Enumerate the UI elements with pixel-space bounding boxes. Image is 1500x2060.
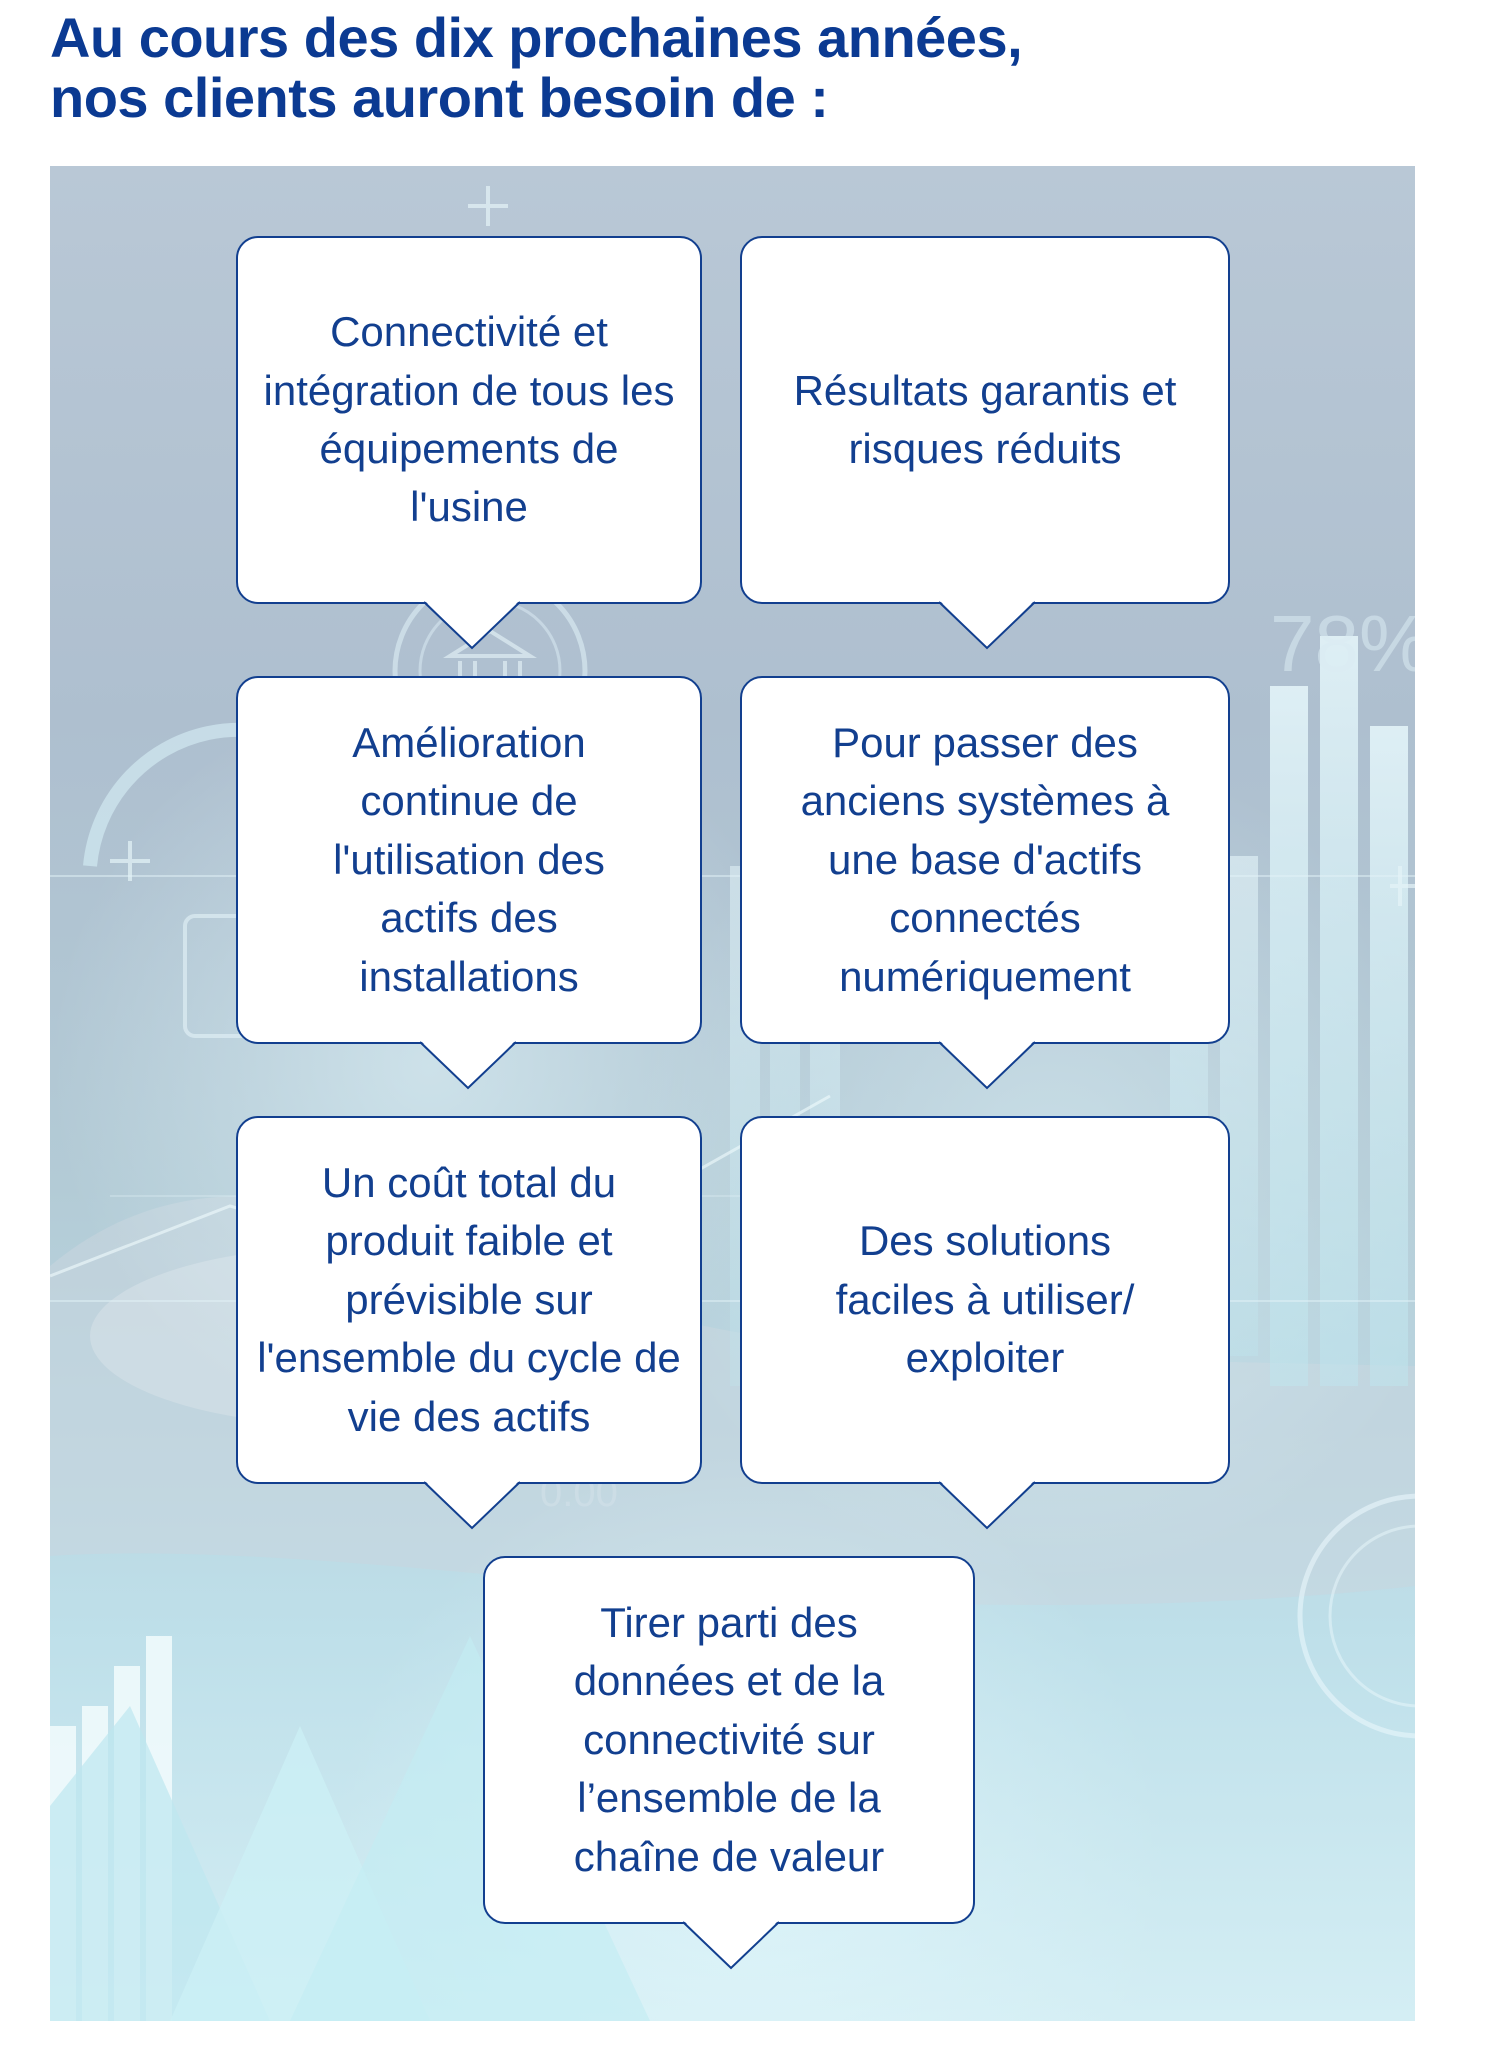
bubble-tail — [938, 1480, 1036, 1530]
bubble-connectivity-text: Connectivité et intégration de tous les … — [263, 308, 675, 531]
bubble-tail — [682, 1920, 780, 1970]
bubble-legacy-systems-text: Pour passer des anciens systèmes à une b… — [800, 719, 1170, 1000]
bubble-results: Résultats garantis et risques réduits — [740, 236, 1230, 650]
bubble-connectivity: Connectivité et intégration de tous les … — [236, 236, 702, 650]
bubble-improvement-text: Amélioration continue de l'utilisation d… — [333, 719, 605, 1000]
bubble-tail — [423, 1480, 521, 1530]
bubble-tail — [419, 1040, 517, 1090]
bubble-results-text: Résultats garantis et risques réduits — [793, 366, 1177, 472]
bubble-value-chain: Tirer parti des données et de la connect… — [483, 1556, 975, 1970]
bubble-tail — [423, 600, 521, 650]
bubble-total-cost: Un coût total du produit faible et prévi… — [236, 1116, 702, 1530]
bubble-legacy-systems: Pour passer des anciens systèmes à une b… — [740, 676, 1230, 1090]
background-percent-text: 78% — [1270, 599, 1415, 688]
title-line-1: Au cours des dix prochaines années, — [50, 6, 1023, 69]
bubble-improvement: Amélioration continue de l'utilisation d… — [236, 676, 702, 1090]
bubble-easy-solutions-text: Des solutions faciles à utiliser/ exploi… — [835, 1217, 1135, 1382]
title-line-2: nos clients auront besoin de : — [50, 66, 829, 130]
page-title: Au cours des dix prochaines années, nos … — [50, 6, 1023, 130]
bubble-easy-solutions: Des solutions faciles à utiliser/ exploi… — [740, 1116, 1230, 1530]
bubble-total-cost-text: Un coût total du produit faible et prévi… — [257, 1159, 681, 1440]
bubble-tail — [938, 600, 1036, 650]
bubble-tail — [938, 1040, 1036, 1090]
bubble-value-chain-text: Tirer parti des données et de la connect… — [573, 1599, 885, 1880]
